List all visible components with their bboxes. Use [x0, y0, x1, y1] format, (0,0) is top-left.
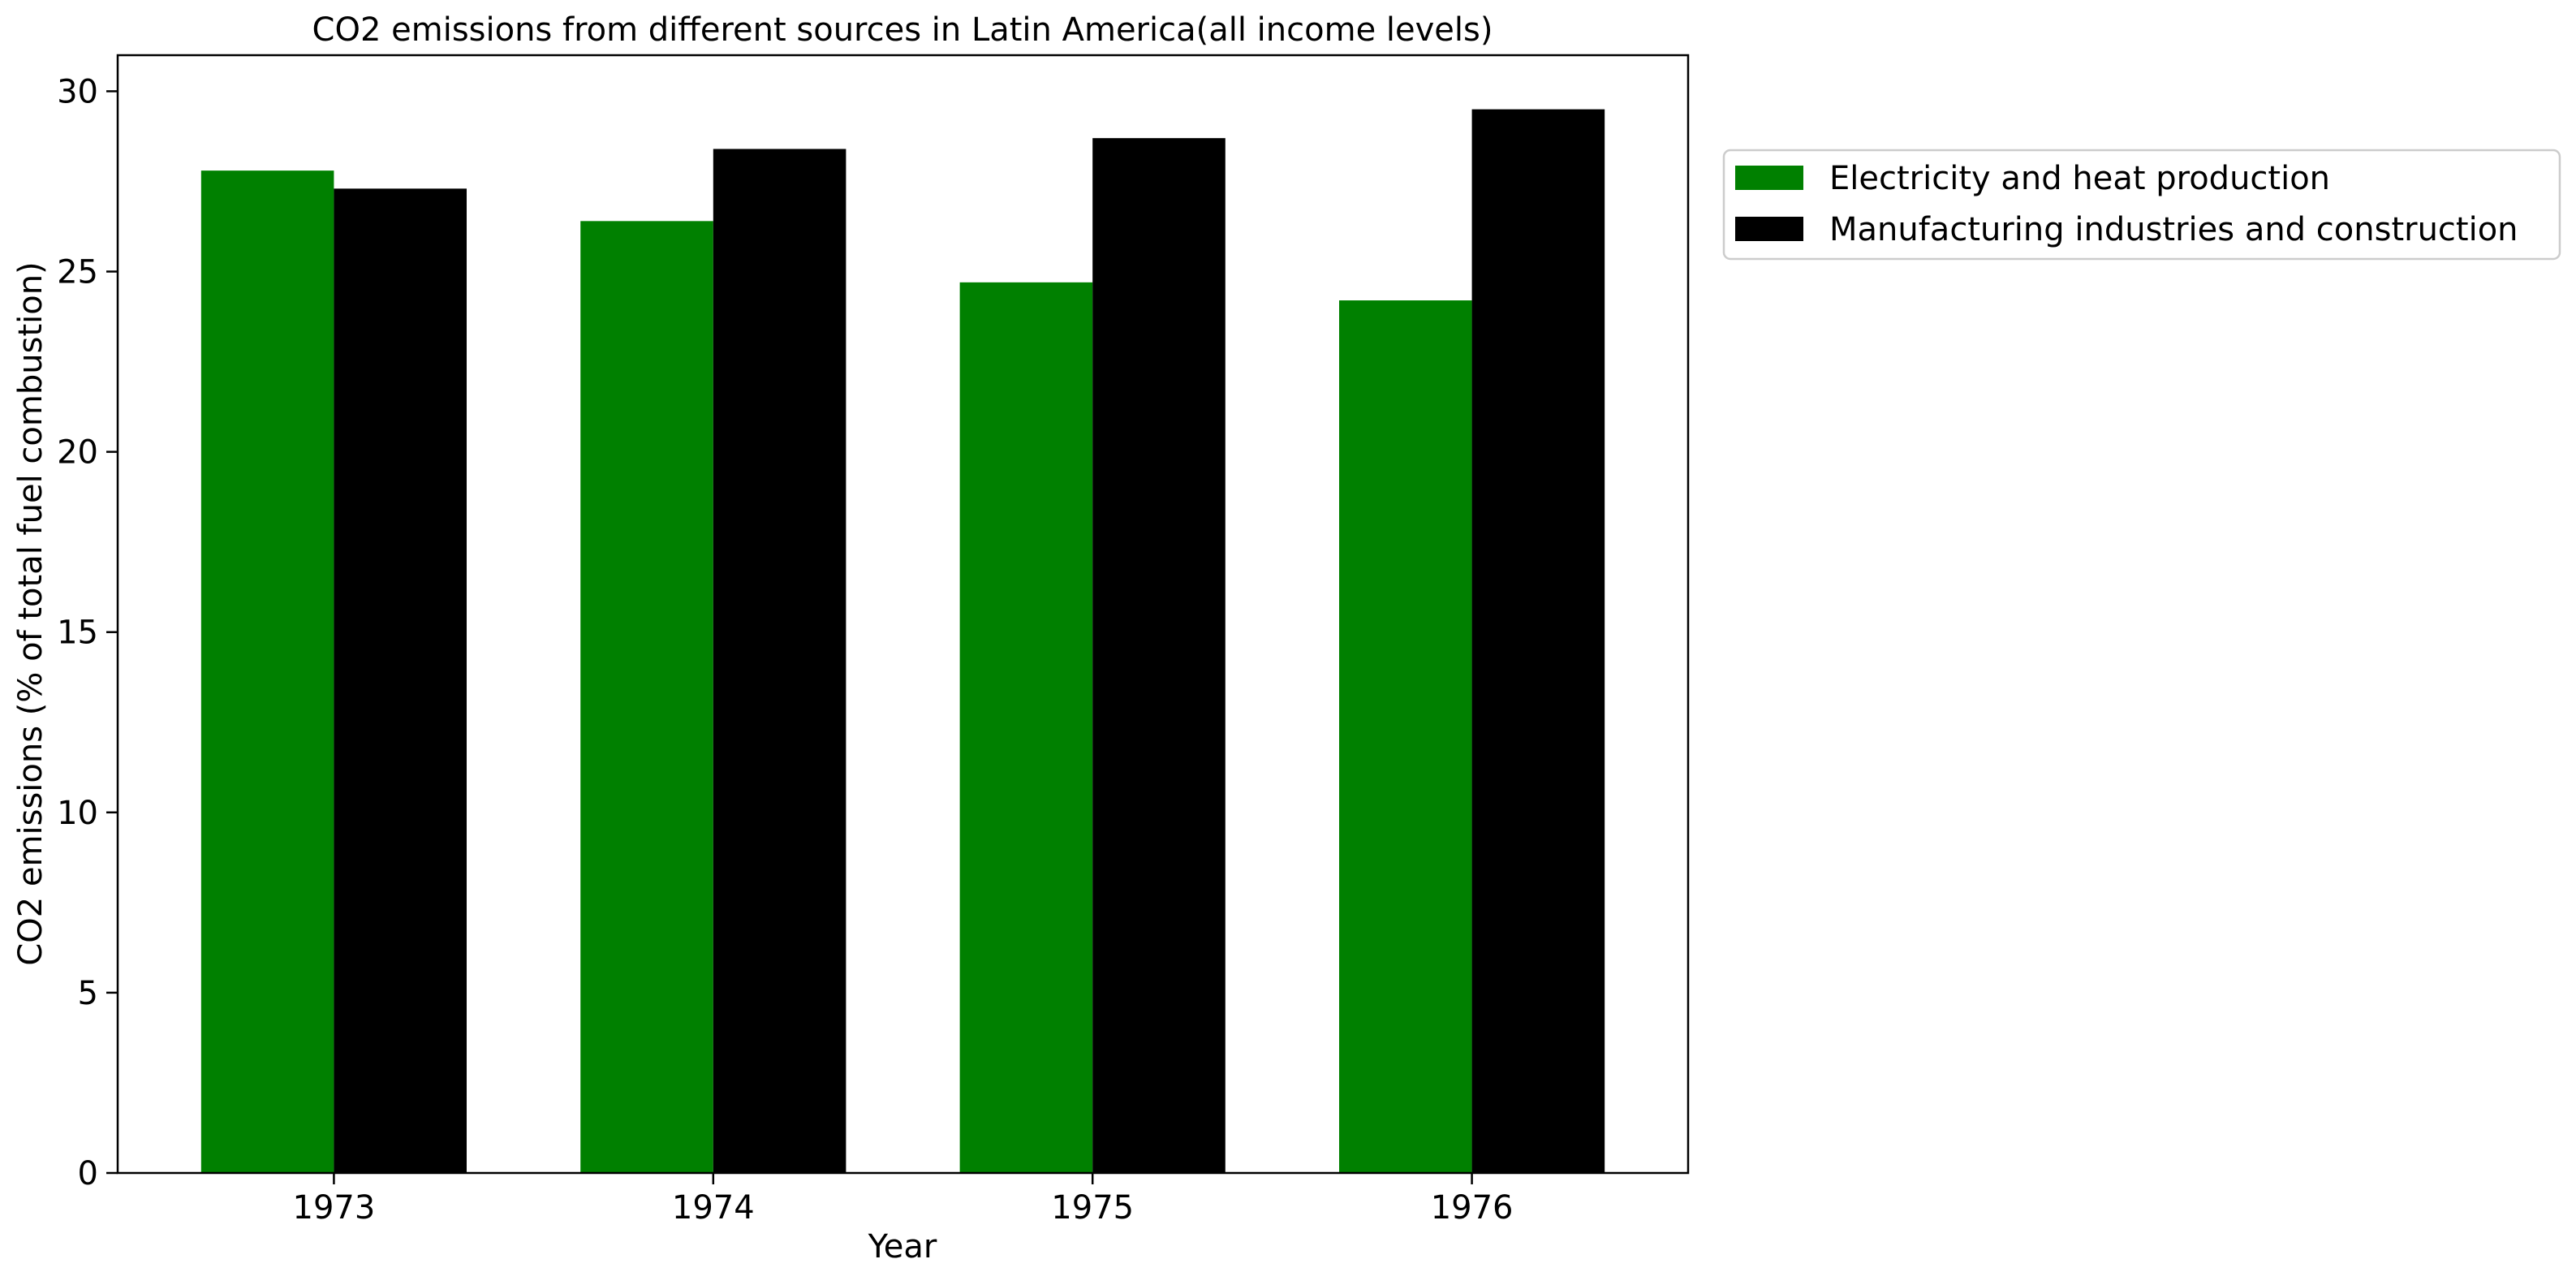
y-tick-label: 20 [57, 434, 98, 472]
legend-label-manufacturing: Manufacturing industries and constructio… [1829, 211, 2518, 248]
bar-electricity-1973 [200, 170, 334, 1173]
y-tick-label: 0 [78, 1155, 98, 1192]
plot-area-frame [116, 54, 1690, 1175]
bar-electricity-1975 [959, 282, 1093, 1174]
y-tick-label: 25 [57, 254, 98, 291]
x-tick-label: 1973 [293, 1189, 376, 1227]
y-axis-label: CO2 emissions (% of total fuel combustio… [12, 261, 50, 965]
x-tick-label: 1976 [1431, 1189, 1514, 1227]
y-axis-ticks: 0 5 10 15 20 25 30 [57, 73, 118, 1192]
legend-frame [1722, 149, 2561, 261]
bar-manufacturing-1973 [334, 188, 467, 1174]
bar-manufacturing-1976 [1471, 109, 1605, 1173]
chart-legend: Electricity and heat production Manufact… [1722, 149, 2561, 261]
y-tick-label: 5 [78, 975, 98, 1012]
legend-swatch-manufacturing [1735, 217, 1803, 241]
legend-label-electricity: Electricity and heat production [1829, 160, 2330, 197]
y-tick-label: 30 [57, 73, 98, 110]
bar-manufacturing-1975 [1092, 138, 1226, 1173]
x-axis-label: Year [868, 1228, 937, 1266]
legend-swatch-electricity [1735, 166, 1803, 190]
y-tick-label: 15 [57, 614, 98, 652]
x-tick-label: 1974 [672, 1189, 755, 1227]
x-tick-label: 1975 [1051, 1189, 1134, 1227]
bars-layer [200, 109, 1605, 1174]
chart-title: CO2 emissions from different sources in … [312, 11, 1493, 49]
y-tick-label: 10 [57, 795, 98, 832]
bar-manufacturing-1974 [713, 149, 846, 1173]
x-axis-ticks: 1973 1974 1975 1976 [293, 1173, 1514, 1227]
bar-electricity-1976 [1339, 300, 1472, 1173]
bar-electricity-1974 [580, 221, 713, 1173]
